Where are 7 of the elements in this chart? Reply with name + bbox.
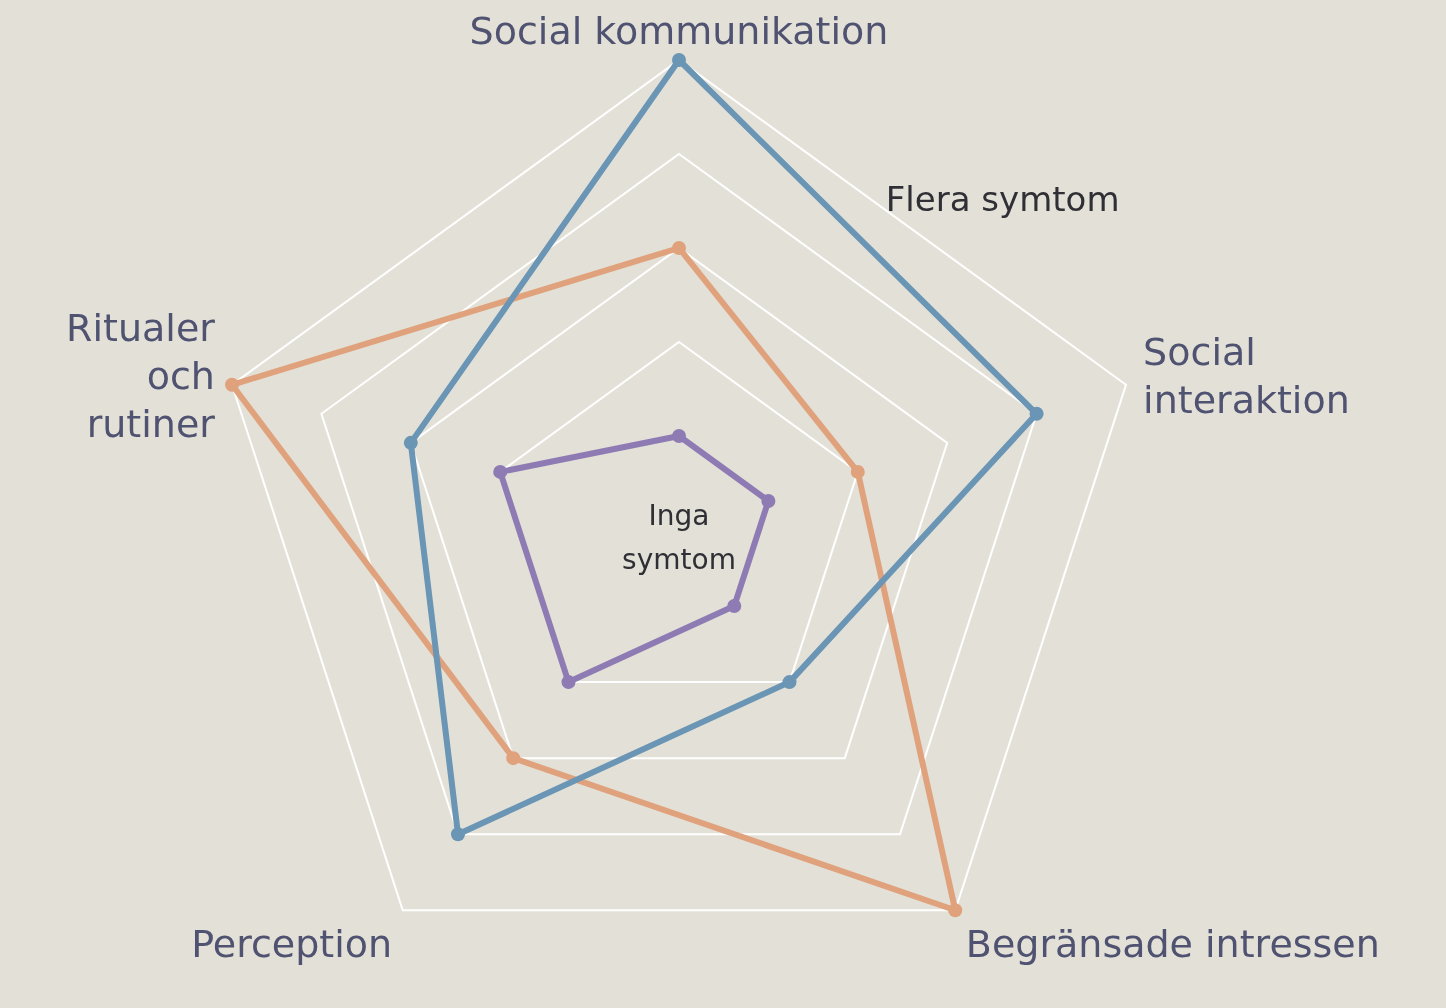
- text: Flera symtom: [885, 179, 1120, 220]
- spoke-label: Begränsade intressen: [965, 921, 1380, 966]
- spoke-label: Social kommunikation: [469, 8, 889, 53]
- spoke-label: Social interaktion: [1143, 330, 1350, 423]
- spoke-label: Perception: [191, 921, 393, 966]
- spoke-label: Ritualer och rutiner: [66, 306, 216, 447]
- text: Inga symtom: [622, 499, 736, 577]
